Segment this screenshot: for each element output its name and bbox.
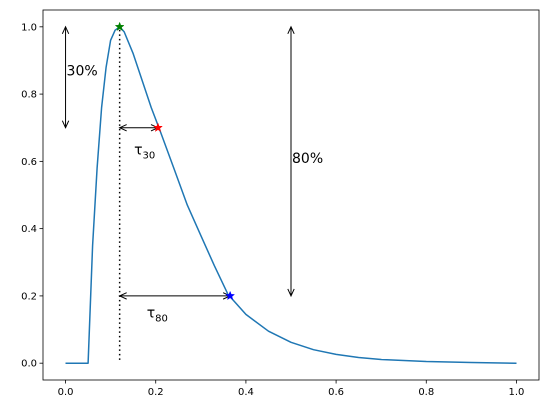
star-marker [114, 21, 125, 32]
y-tick-label: 1.0 [21, 22, 37, 33]
annotation-tau-30: τ30 [134, 143, 155, 162]
star-marker [153, 122, 163, 132]
annotation-labels: 30% 80% τ30 τ80 [67, 64, 324, 325]
star-marker [225, 290, 236, 301]
series-line [65, 26, 517, 364]
arrow-tau-80-head-left [118, 292, 127, 300]
star-markers [114, 21, 236, 301]
series-group [65, 26, 517, 364]
axis-ticks: 0.0 0.2 0.4 0.6 0.8 1.0 0.0 0.2 0.4 0.6 0.8 1.0 [21, 22, 524, 398]
annotation-80-percent: 80% [292, 151, 323, 167]
x-tick-label: 0.4 [238, 387, 254, 398]
y-tick-label: 0.8 [21, 90, 37, 101]
x-tick-label: 0.6 [328, 387, 344, 398]
arrow-30-percent-head-top [61, 25, 70, 35]
tau-80-symbol: τ [147, 306, 155, 322]
arrow-80-percent-head-top [287, 25, 295, 35]
annotation-arrows [61, 25, 295, 300]
annotation-tau-80: τ80 [147, 306, 168, 325]
tau-80-subscript: 80 [155, 314, 168, 325]
arrow-80-percent-head-bottom [287, 288, 295, 298]
x-tick-label: 0.0 [58, 387, 74, 398]
x-tick-label: 0.8 [418, 387, 434, 398]
tau-30-subscript: 30 [143, 151, 156, 162]
y-tick-label: 0.6 [21, 157, 37, 168]
annotation-30-percent: 30% [67, 64, 98, 80]
tau-30-symbol: τ [134, 143, 142, 159]
x-tick-label: 1.0 [509, 387, 525, 398]
arrow-30-percent-head-bottom [61, 120, 70, 129]
plot-frame [42, 9, 540, 381]
arrow-tau-30-head-left [118, 124, 127, 132]
y-tick-label: 0.4 [21, 224, 37, 235]
y-tick-label: 0.0 [21, 359, 37, 370]
y-tick-label: 0.2 [21, 291, 37, 302]
x-tick-label: 0.2 [148, 387, 164, 398]
